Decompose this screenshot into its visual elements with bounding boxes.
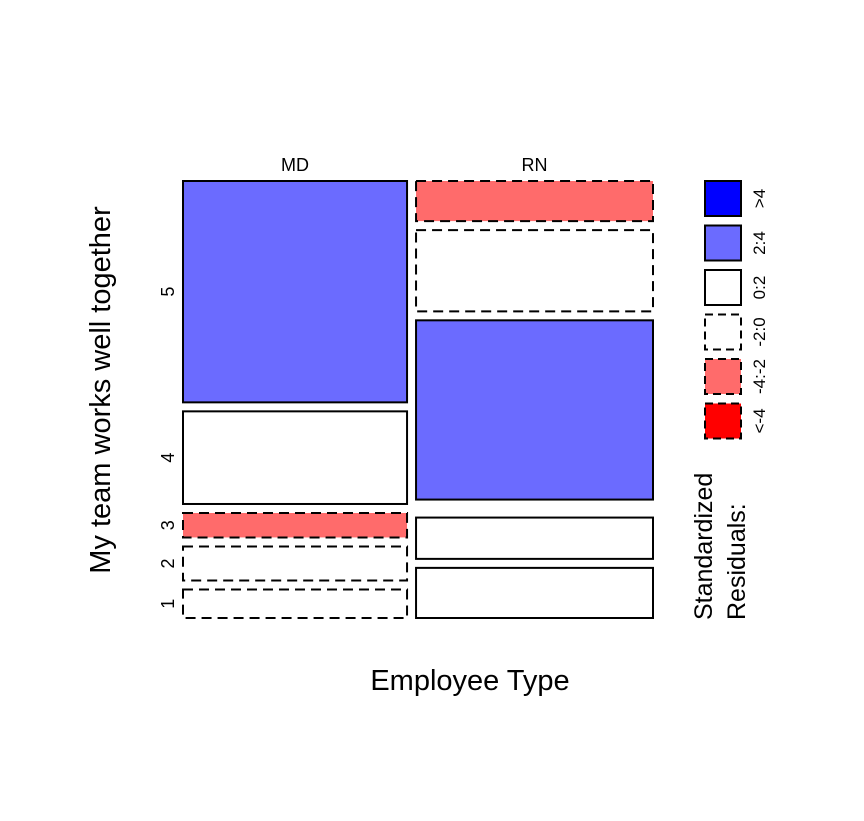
tile-md-1 xyxy=(182,588,409,619)
tile-md-3 xyxy=(182,511,409,539)
legend-label-1: 2:4 xyxy=(750,231,769,255)
legend-title-line-2: Residuals: xyxy=(723,503,751,620)
legend-title: Standardized Residuals: xyxy=(690,473,751,620)
legend-swatch-2 xyxy=(704,269,742,306)
tile-rn-5-upper xyxy=(415,180,654,223)
row-label-5: 5 xyxy=(158,287,178,297)
tile-md-5 xyxy=(182,180,409,404)
row-label-1: 1 xyxy=(158,599,178,609)
legend-swatch-0 xyxy=(704,180,742,217)
legend-label-2: 0:2 xyxy=(750,276,769,300)
legend-label-5: <-4 xyxy=(750,408,769,433)
legend-swatch-1 xyxy=(704,224,742,262)
mosaic-tiles xyxy=(182,180,654,619)
legend-label-0: >4 xyxy=(750,189,769,208)
legend: >4 2:4 0:2 -2:0 -4:-2 <-4 xyxy=(704,180,769,440)
tile-md-4 xyxy=(182,410,409,505)
row-label-2: 2 xyxy=(158,558,178,568)
column-label-rn: RN xyxy=(522,155,548,175)
x-axis-title: Employee Type xyxy=(370,665,569,697)
legend-swatch-3 xyxy=(704,313,742,351)
legend-swatch-4 xyxy=(704,358,742,395)
tile-rn-1 xyxy=(415,566,654,619)
tile-md-2 xyxy=(182,545,409,582)
row-label-3: 3 xyxy=(158,520,178,530)
row-label-4: 4 xyxy=(158,453,178,463)
legend-swatch-5 xyxy=(704,402,742,440)
legend-title-line-1: Standardized xyxy=(690,473,718,620)
legend-label-3: -2:0 xyxy=(750,317,769,346)
tile-rn-5-lower xyxy=(415,229,654,313)
y-axis-title: My team works well together xyxy=(85,206,117,574)
column-labels: MD RN xyxy=(281,155,548,175)
tile-rn-2 xyxy=(415,516,654,560)
column-label-md: MD xyxy=(281,155,309,175)
row-labels: 1 2 3 4 5 xyxy=(158,287,178,609)
legend-label-4: -4:-2 xyxy=(750,359,769,394)
tile-rn-4 xyxy=(415,319,654,501)
